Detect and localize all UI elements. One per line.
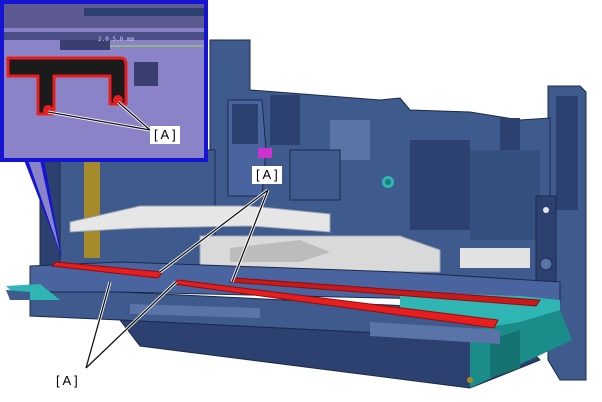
magenta-connector <box>258 148 272 158</box>
lower-long-rail <box>172 279 499 329</box>
inset-pointer <box>24 160 62 258</box>
ochre-strip <box>84 162 100 258</box>
inset-measurement-readout: 2.0 5.0 mm <box>98 36 135 43</box>
highlighted-rails <box>50 261 541 329</box>
callout-label-lower: [ A ] <box>52 372 82 390</box>
callout-label-inset: [ A ] <box>150 126 180 144</box>
leader-lines-core <box>85 189 269 369</box>
callout-label-upper: [ A ] <box>252 166 282 184</box>
inset-profile <box>6 56 128 116</box>
zoom-inset <box>0 0 208 258</box>
